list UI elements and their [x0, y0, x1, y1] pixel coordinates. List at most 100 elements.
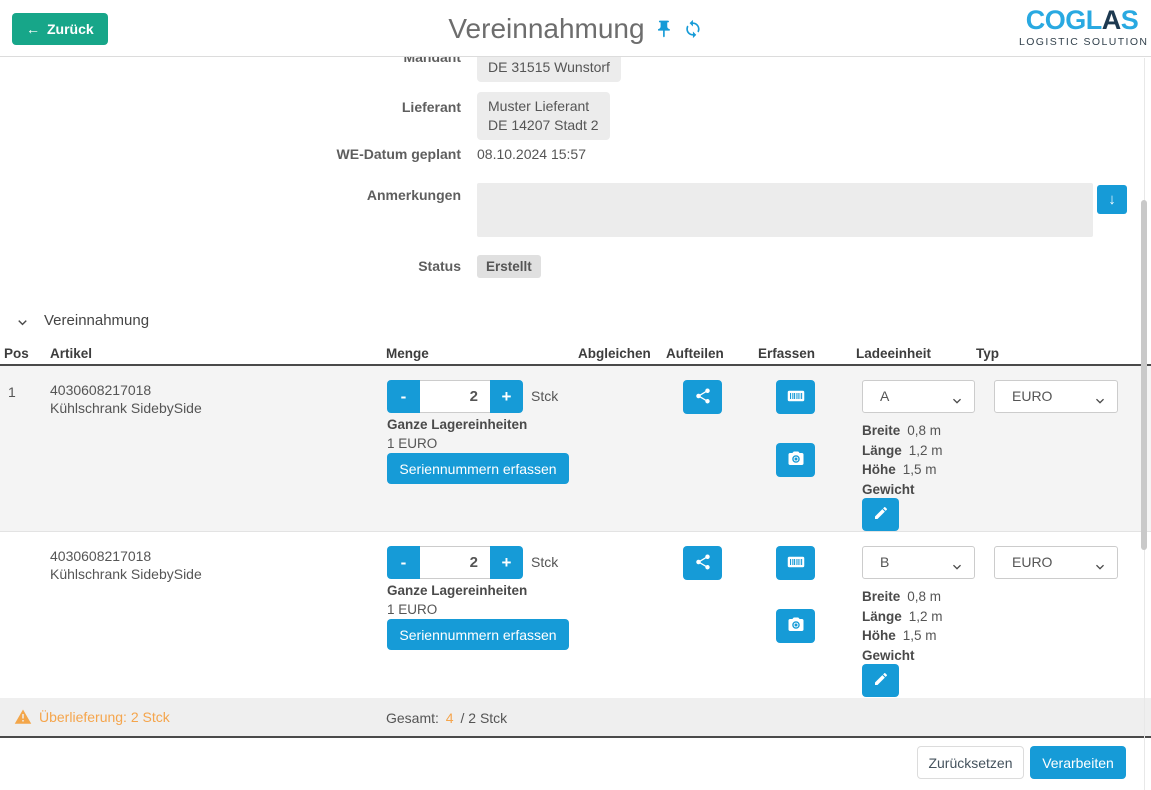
- detail-line: Gewicht: [862, 647, 915, 663]
- row-pos: 1: [8, 384, 16, 400]
- back-button[interactable]: ← Zurück: [12, 13, 108, 45]
- col-pos: Pos: [4, 346, 29, 361]
- quantity-decrease-button[interactable]: -: [387, 546, 420, 579]
- summary-row: Überlieferung: 2 Stck Gesamt: 4 / 2 Stck: [0, 698, 1151, 738]
- section-title: Vereinnahmung: [44, 312, 150, 329]
- share-icon: [694, 553, 712, 574]
- table-header-row: Pos Artikel Menge Abgleichen Aufteilen E…: [0, 344, 1151, 366]
- typ-select[interactable]: EURO: [994, 546, 1118, 579]
- zuruecksetzen-button[interactable]: Zurücksetzen: [917, 746, 1024, 779]
- artikel-name: Kühlschrank SidebySide: [50, 566, 202, 582]
- warning-icon: [14, 708, 32, 726]
- barcode-icon: [785, 553, 807, 574]
- quantity-input[interactable]: [420, 546, 490, 579]
- top-bar: ← Zurück Vereinnahmung COGLAS LOGISTIC S…: [0, 0, 1151, 57]
- detail-line: Breite 0,8 m: [862, 589, 942, 604]
- aufteilen-button[interactable]: [683, 380, 722, 414]
- quantity-stepper: - +: [387, 546, 523, 579]
- camera-button[interactable]: [776, 609, 815, 643]
- ladeeinheit-details: Breite 0,8 m Länge 1,2 m Höhe 1,5 m Gewicht: [862, 587, 943, 665]
- col-aufteilen: Aufteilen: [666, 346, 724, 361]
- quantity-decrease-button[interactable]: -: [387, 380, 420, 413]
- quantity-stepper: - +: [387, 380, 523, 413]
- lieferant-label: Lieferant: [401, 99, 461, 115]
- artikel-name: Kühlschrank SidebySide: [50, 400, 202, 416]
- logo-wordmark: COGLAS: [1025, 5, 1139, 35]
- chevron-down-icon: [1092, 389, 1108, 405]
- page-title: Vereinnahmung: [448, 12, 645, 44]
- col-erfassen: Erfassen: [758, 346, 816, 361]
- artikel-number: 4030608217018: [50, 548, 152, 564]
- unit-label: Stck: [531, 554, 559, 570]
- anmerkungen-textarea[interactable]: [477, 183, 1093, 237]
- refresh-icon[interactable]: [683, 19, 703, 39]
- detail-line: Gewicht: [862, 481, 915, 497]
- coglas-logo: COGLAS LOGISTIC SOLUTION: [1019, 5, 1149, 48]
- artikel-number: 4030608217018: [50, 382, 152, 398]
- typ-select[interactable]: EURO: [994, 380, 1118, 413]
- camera-icon: [787, 616, 805, 637]
- pencil-icon: [873, 671, 889, 690]
- we-datum-label: WE-Datum geplant: [336, 146, 461, 162]
- edit-dimensions-button[interactable]: [862, 498, 899, 531]
- lieferant-address: DE 14207 Stadt 2: [488, 117, 599, 133]
- barcode-scan-button[interactable]: [776, 546, 815, 580]
- chevron-down-icon: [949, 555, 965, 571]
- aufteilen-button[interactable]: [683, 546, 722, 580]
- seriennummern-erfassen-button[interactable]: Seriennummern erfassen: [387, 619, 569, 650]
- ladeeinheit-selected-value: B: [880, 554, 890, 570]
- gesamt-total: Gesamt: 4 / 2 Stck: [386, 710, 507, 726]
- lagereinheiten-heading: Ganze Lagereinheiten: [387, 417, 528, 432]
- ladeeinheit-selected-value: A: [880, 388, 890, 404]
- ladeeinheit-details: Breite 0,8 m Länge 1,2 m Höhe 1,5 m Gewicht: [862, 421, 943, 499]
- barcode-scan-button[interactable]: [776, 380, 815, 414]
- gesamt-suffix: / 2 Stck: [460, 710, 508, 726]
- detail-line: Länge 1,2 m: [862, 442, 943, 458]
- gesamt-label: Gesamt:: [386, 710, 439, 726]
- detail-line: Breite 0,8 m: [862, 423, 942, 438]
- back-arrow-icon: ←: [26, 21, 40, 37]
- status-badge: Erstellt: [477, 255, 541, 278]
- detail-line: Höhe 1,5 m: [862, 462, 937, 477]
- ladeeinheit-select[interactable]: A: [862, 380, 975, 413]
- overdelivery-warning: Überlieferung: 2 Stck: [14, 708, 170, 726]
- lagereinheiten-value: 1 EURO: [387, 602, 438, 617]
- back-button-label: Zurück: [47, 21, 94, 37]
- barcode-icon: [785, 387, 807, 408]
- quantity-input[interactable]: [420, 380, 490, 413]
- detail-line: Länge 1,2 m: [862, 608, 943, 624]
- lagereinheiten-value: 1 EURO: [387, 436, 438, 451]
- edit-dimensions-button[interactable]: [862, 664, 899, 697]
- seriennummern-erfassen-button[interactable]: Seriennummern erfassen: [387, 453, 569, 484]
- col-abgleichen: Abgleichen: [578, 346, 651, 361]
- mandant-value: DE 31515 Wunstorf: [477, 53, 621, 82]
- camera-icon: [787, 450, 805, 471]
- col-menge: Menge: [386, 346, 429, 361]
- section-collapse-chevron-icon[interactable]: [14, 314, 31, 331]
- share-icon: [694, 387, 712, 408]
- unit-label: Stck: [531, 388, 559, 404]
- ladeeinheit-select[interactable]: B: [862, 546, 975, 579]
- typ-selected-value: EURO: [1012, 388, 1053, 404]
- verarbeiten-button[interactable]: Verarbeiten: [1030, 746, 1126, 779]
- camera-button[interactable]: [776, 443, 815, 477]
- anmerkungen-label: Anmerkungen: [366, 187, 461, 203]
- col-artikel: Artikel: [50, 346, 93, 361]
- overdelivery-text: Überlieferung: 2 Stck: [39, 709, 170, 725]
- typ-selected-value: EURO: [1012, 554, 1053, 570]
- logo-subtitle: LOGISTIC SOLUTION: [1019, 36, 1149, 48]
- detail-line: Höhe 1,5 m: [862, 628, 937, 643]
- quantity-increase-button[interactable]: +: [490, 380, 523, 413]
- lieferant-name: Muster Lieferant: [488, 98, 590, 114]
- gesamt-value: 4: [445, 710, 454, 726]
- pin-icon[interactable]: [654, 19, 674, 39]
- chevron-down-icon: [949, 389, 965, 405]
- quantity-increase-button[interactable]: +: [490, 546, 523, 579]
- table-row: 1 4030608217018 Kühlschrank SidebySide -…: [0, 366, 1151, 532]
- anmerkungen-expand-button[interactable]: ↓: [1097, 185, 1127, 214]
- scrollbar-thumb[interactable]: [1141, 200, 1147, 550]
- col-typ: Typ: [976, 346, 999, 361]
- lagereinheiten-heading: Ganze Lagereinheiten: [387, 583, 528, 598]
- down-arrow-icon: ↓: [1108, 191, 1116, 208]
